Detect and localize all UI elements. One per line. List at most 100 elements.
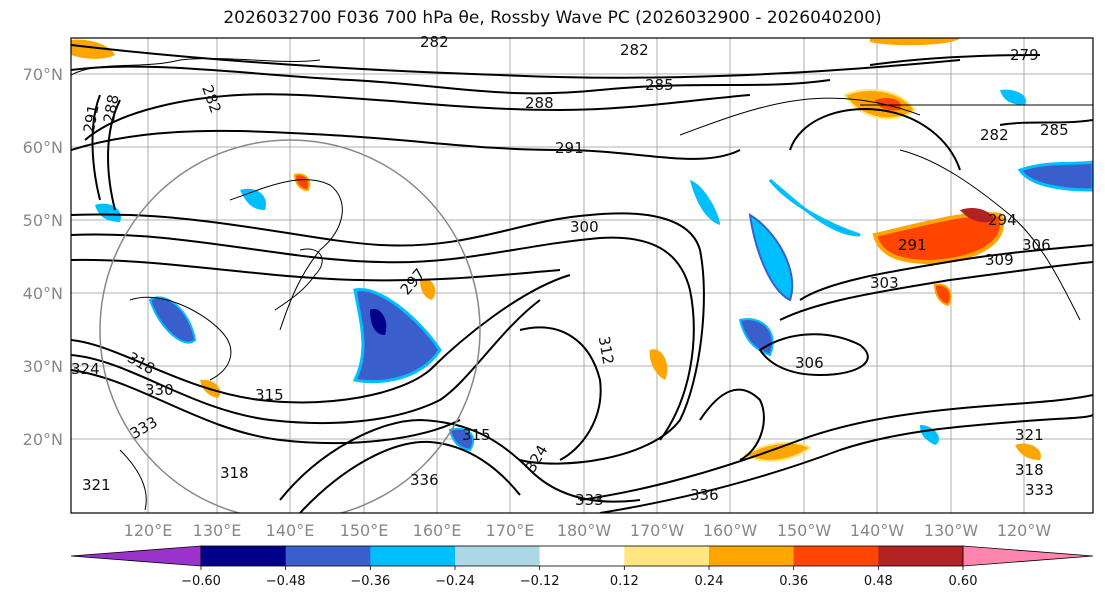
colorbar-ticks: −0.60 −0.48 −0.36 −0.24 −0.12 0.12 0.24 0.36 0.4…	[181, 566, 977, 589]
contour-label: 336	[690, 486, 719, 504]
colorbar-segment	[370, 546, 456, 566]
contour-line	[579, 394, 1093, 501]
longitude-label: 140°E	[266, 521, 315, 540]
contour-label: 285	[1040, 121, 1069, 139]
anomaly-blob	[370, 309, 387, 335]
graticule	[71, 38, 1093, 513]
contour-label: 306	[795, 354, 824, 372]
contour-line	[91, 94, 101, 201]
coastline	[679, 97, 921, 136]
colorbar-frame	[200, 545, 964, 567]
colorbar-segment	[201, 546, 287, 566]
anomaly-blob	[870, 38, 960, 46]
contour-label: 291	[80, 103, 103, 134]
contour-label: 318	[220, 464, 249, 482]
contour-line	[71, 212, 705, 465]
colorbar-tick-label: −0.24	[435, 574, 475, 589]
anomaly-blob	[148, 296, 197, 344]
anomaly-blob	[738, 318, 774, 357]
contour-label: 309	[985, 251, 1014, 269]
contour-label: 300	[570, 218, 599, 236]
contour-label: 282	[420, 33, 449, 51]
anomaly-blob	[742, 441, 812, 462]
contour-line	[789, 108, 961, 171]
colorbar-segment	[793, 546, 879, 566]
colorbar-tick-label: −0.48	[266, 574, 306, 589]
contour-label: 291	[555, 139, 584, 157]
coastline	[899, 149, 1081, 321]
contour-line	[71, 274, 571, 404]
longitude-label: 160°W	[703, 521, 758, 540]
colorbar-extend-high	[962, 545, 1094, 567]
colorbar-segment	[709, 546, 795, 566]
anomaly-blob	[293, 173, 311, 192]
anomaly-blob	[875, 98, 901, 111]
contour-line	[71, 65, 831, 95]
contour-label: 333	[575, 491, 604, 509]
longitude-label: 150°E	[340, 521, 389, 540]
colorbar-segment	[539, 546, 625, 566]
contour-label: 294	[988, 211, 1017, 229]
contour-label: 315	[255, 386, 284, 404]
contour-line	[758, 333, 869, 377]
plot-border	[70, 37, 1094, 514]
latitude-labels: 70°N 60°N 50°N 40°N 30°N 20°N	[23, 65, 63, 449]
longitude-label: 170°W	[630, 521, 685, 540]
contour-line	[699, 388, 765, 461]
longitude-label: 170°E	[486, 521, 535, 540]
contour-line	[71, 233, 695, 441]
coastline	[71, 58, 321, 76]
contour-line	[71, 129, 741, 160]
longitude-label: 180°W	[557, 521, 612, 540]
longitude-labels: 120°E 130°E 140°E 150°E 160°E 170°E 180°W 170°W…	[124, 521, 1052, 540]
contour-label: 324	[71, 360, 100, 378]
theta-e-contours	[71, 44, 1093, 513]
coastline	[119, 449, 147, 511]
contour-labels: 282 282 282 279 285 288 291 288 291 282 …	[71, 33, 1069, 509]
longitude-label: 120°W	[997, 521, 1052, 540]
latitude-label: 50°N	[23, 211, 63, 230]
longitude-label: 130°W	[924, 521, 979, 540]
latitude-label: 40°N	[23, 284, 63, 303]
contour-label: 306	[1022, 236, 1051, 254]
anomaly-blob	[420, 279, 436, 300]
contour-line	[299, 440, 521, 513]
anomaly-blob	[768, 178, 861, 237]
map-title: 2026032700 F036 700 hPa θe, Rossby Wave …	[223, 8, 882, 28]
longitude-label: 150°W	[777, 521, 832, 540]
colorbar-segment	[878, 546, 964, 566]
projection-circle	[99, 139, 481, 513]
contour-line	[71, 299, 541, 425]
contour-label: 291	[898, 236, 927, 254]
contour-label: 288	[100, 93, 123, 124]
anomaly-blob	[748, 213, 794, 302]
contour-line	[599, 414, 1093, 513]
anomaly-blob	[690, 180, 720, 225]
contour-line	[84, 93, 751, 141]
contour-label: 321	[1015, 426, 1044, 444]
contour-line	[71, 44, 961, 79]
anomaly-blob	[1017, 160, 1093, 192]
colorbar-tick-label: −0.36	[350, 574, 390, 589]
contour-label: 321	[82, 476, 111, 494]
anomaly-blob	[649, 349, 668, 380]
colorbar-tick-label: 0.12	[610, 574, 639, 589]
contour-line	[999, 119, 1093, 126]
contour-label: 336	[410, 471, 439, 489]
colorbar	[70, 545, 1094, 567]
contour-label: 315	[462, 426, 491, 444]
coastlines	[71, 58, 1093, 511]
anomaly-blob	[1015, 443, 1041, 460]
colorbar-tick-label: −0.12	[520, 574, 560, 589]
positive-anomaly-shading	[71, 38, 1041, 462]
contour-label: 330	[145, 381, 174, 399]
latitude-label: 60°N	[23, 138, 63, 157]
negative-anomaly-shading	[95, 89, 1093, 452]
longitude-label: 130°E	[193, 521, 242, 540]
colorbar-tick-label: 0.48	[864, 574, 893, 589]
contour-label: 285	[645, 76, 674, 94]
contour-line	[71, 258, 561, 282]
contour-line	[779, 261, 1093, 321]
coastline	[229, 179, 343, 331]
